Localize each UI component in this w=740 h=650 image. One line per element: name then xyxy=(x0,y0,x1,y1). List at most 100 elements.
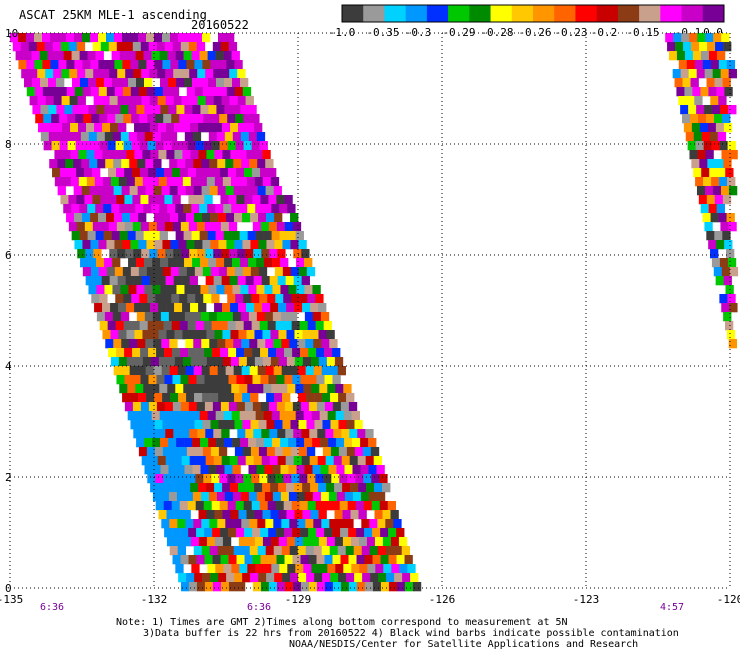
data-cell xyxy=(394,573,403,583)
data-cell xyxy=(376,492,386,502)
data-cell xyxy=(292,528,301,538)
data-cell xyxy=(704,186,714,196)
data-cell xyxy=(370,447,380,457)
data-cell xyxy=(79,231,88,241)
data-cell xyxy=(164,42,174,52)
data-cell xyxy=(202,60,211,70)
data-cell xyxy=(729,150,738,160)
data-cell xyxy=(199,384,208,394)
data-cell xyxy=(272,492,282,502)
data-cell xyxy=(178,393,187,403)
swath-time-label: 6:36 xyxy=(40,602,64,613)
data-cell xyxy=(269,429,278,439)
data-cell xyxy=(684,87,693,97)
data-cell xyxy=(312,492,322,502)
data-cell xyxy=(305,519,314,529)
data-cell xyxy=(152,258,161,268)
data-cell xyxy=(140,222,150,232)
data-cell xyxy=(82,213,91,223)
data-cell xyxy=(200,78,209,88)
data-cell xyxy=(166,123,175,133)
data-cell xyxy=(92,168,101,178)
data-cell xyxy=(105,339,114,349)
data-cell xyxy=(302,330,311,340)
data-cell xyxy=(227,114,236,124)
data-cell xyxy=(87,231,96,241)
data-cell xyxy=(147,321,156,331)
data-cell xyxy=(206,330,215,340)
data-cell xyxy=(349,456,359,466)
data-cell xyxy=(60,42,70,52)
data-cell xyxy=(196,375,205,385)
data-cell xyxy=(235,501,245,511)
data-cell xyxy=(91,114,100,124)
data-cell xyxy=(114,267,124,277)
data-cell xyxy=(67,114,76,124)
data-cell xyxy=(223,564,232,574)
data-cell xyxy=(250,393,259,403)
data-cell xyxy=(683,123,693,133)
data-cell xyxy=(69,96,78,106)
data-cell xyxy=(218,213,227,223)
data-cell xyxy=(340,402,350,412)
data-cell xyxy=(311,564,320,574)
data-cell xyxy=(92,222,102,232)
data-cell xyxy=(140,195,149,205)
data-cell xyxy=(235,114,244,124)
data-cell xyxy=(143,204,152,214)
data-cell xyxy=(114,60,123,70)
data-cell xyxy=(352,465,361,475)
data-cell xyxy=(146,33,155,43)
data-cell xyxy=(166,510,175,520)
note-line-3: NOAA/NESDIS/Center for Satellite Applica… xyxy=(289,639,639,650)
data-cell xyxy=(77,249,86,259)
data-cell xyxy=(184,438,193,448)
data-cell xyxy=(248,438,257,448)
data-cell xyxy=(217,546,227,556)
data-cell xyxy=(271,204,280,214)
data-cell xyxy=(270,357,280,367)
data-cell xyxy=(128,285,137,295)
data-cell xyxy=(290,213,299,223)
data-cell xyxy=(178,573,187,583)
data-cell xyxy=(265,519,274,529)
data-cell xyxy=(40,78,49,88)
data-cell xyxy=(133,429,142,439)
data-cell xyxy=(320,438,329,448)
data-cell xyxy=(120,78,129,88)
data-cell xyxy=(132,348,141,358)
data-cell xyxy=(39,51,48,61)
data-cell xyxy=(145,186,154,196)
data-cell xyxy=(280,258,289,268)
data-cell xyxy=(696,105,705,115)
data-cell xyxy=(374,483,383,493)
data-cell xyxy=(252,168,261,178)
data-cell xyxy=(228,348,237,358)
data-cell xyxy=(204,528,213,538)
data-cell xyxy=(56,78,65,88)
data-cell xyxy=(695,177,704,187)
data-cell xyxy=(388,555,397,565)
data-cell xyxy=(228,582,238,592)
data-cell xyxy=(221,456,231,466)
data-cell xyxy=(240,132,250,142)
data-cell xyxy=(207,231,216,241)
data-cell xyxy=(90,60,99,70)
data-cell xyxy=(348,402,358,412)
data-cell xyxy=(215,384,224,394)
data-cell xyxy=(53,69,62,79)
data-cell xyxy=(171,474,180,484)
data-cell xyxy=(141,249,150,259)
data-cell xyxy=(174,483,183,493)
data-cell xyxy=(286,330,295,340)
data-cell xyxy=(667,42,676,52)
data-cell xyxy=(236,348,245,358)
data-cell xyxy=(172,42,182,52)
data-cell xyxy=(692,51,702,61)
colorbar-swatch xyxy=(405,5,428,22)
data-cell xyxy=(286,483,295,493)
data-cell xyxy=(165,69,174,79)
data-cell xyxy=(222,330,231,340)
data-cell xyxy=(48,105,57,115)
data-cell xyxy=(262,330,271,340)
